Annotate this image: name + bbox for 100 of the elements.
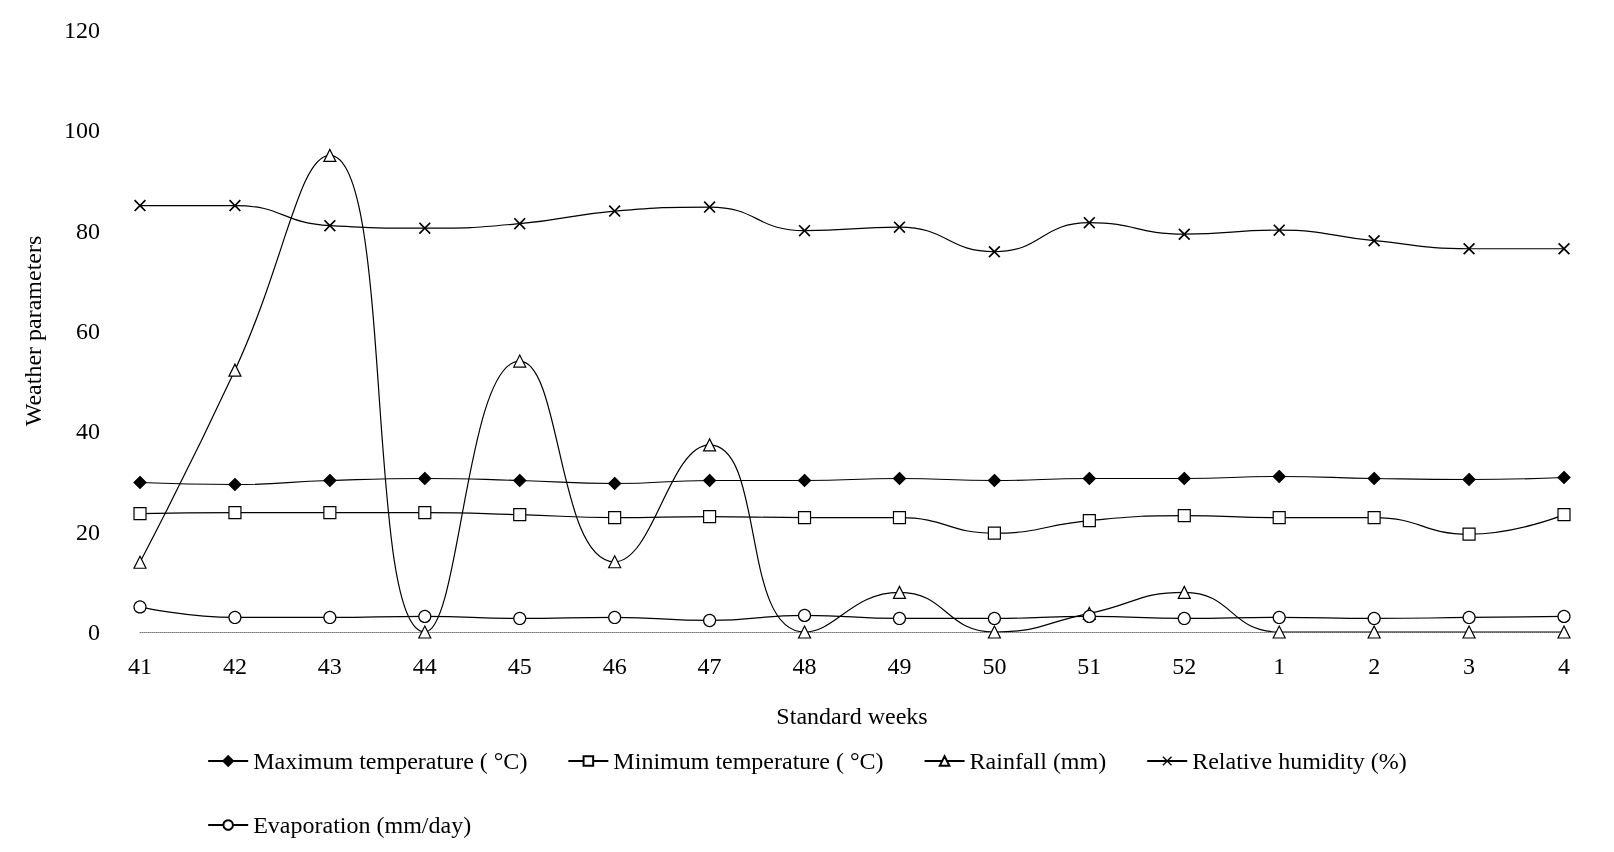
point [608,555,622,569]
point [1272,511,1286,525]
point [1557,508,1571,522]
x-tick-label: 52 [1172,653,1197,679]
point [798,224,811,237]
point [608,476,622,491]
point [1367,625,1381,639]
point [797,608,812,623]
point [133,507,147,521]
point [418,625,432,639]
point [1272,469,1286,484]
point [418,471,432,486]
x-tick-label: 4 [1558,653,1570,679]
x-axis-title: Standard weeks [776,703,928,729]
point [1272,610,1286,625]
x-tick-label: 2 [1368,653,1381,679]
point [1177,509,1191,523]
point [987,611,1001,626]
legend-label: Evaporation (mm/day) [253,812,472,838]
point [1178,228,1191,241]
point [1557,625,1571,639]
point [703,510,717,524]
point [323,148,337,163]
x-tick-label: 49 [887,653,912,679]
point [323,506,337,520]
point [1177,611,1191,626]
point [228,610,242,625]
legend-label: Relative humidity (%) [1192,748,1407,774]
point [1272,625,1286,639]
x-tick-label: 46 [602,653,627,679]
point [797,511,812,525]
x-tick-label: 45 [507,653,532,679]
point [513,354,527,368]
point [1177,585,1191,599]
legend-label: Minimum temperature ( °C) [613,748,884,774]
point [418,506,432,520]
point [1557,609,1571,624]
x-tick-label: 43 [317,653,342,679]
x-tick-label: 42 [222,653,247,679]
x-tick-label: 48 [792,653,817,679]
point [133,600,147,614]
point [1082,514,1096,528]
point [1462,472,1476,487]
point [608,511,622,525]
point [1462,527,1476,541]
point [228,477,242,492]
point [1177,471,1191,486]
point [323,473,337,488]
y-tick-label: 120 [64,17,100,43]
point [1462,625,1476,639]
point [987,473,1001,488]
point [1082,471,1096,486]
point [513,611,527,626]
point [418,222,431,235]
point [797,625,812,639]
point [513,217,526,230]
point [418,609,432,624]
point [987,625,1001,639]
point [513,473,527,488]
y-tick-label: 0 [88,619,100,645]
point [1462,610,1476,625]
point [133,475,147,490]
point [228,506,242,520]
y-axis-title: Weather parameters [20,235,46,427]
point [1083,216,1096,229]
point [608,610,622,625]
point [1367,511,1381,525]
y-tick-label: 100 [64,117,100,144]
point [1557,470,1571,485]
legend-label: Maximum temperature ( °C) [253,748,528,774]
x-tick-label: 50 [982,653,1007,679]
point [892,611,907,626]
x-tick-label: 47 [697,653,722,679]
point [513,508,527,522]
point [703,438,717,452]
x-tick-label: 41 [128,653,152,679]
point [228,363,242,377]
point [987,526,1001,540]
x-tick-label: 51 [1077,653,1102,679]
point [1367,611,1381,626]
x-tick-label: 44 [412,653,437,679]
point [892,585,907,599]
point [323,610,337,625]
legend-label: Rainfall (mm) [969,748,1107,774]
point [892,511,907,525]
point [892,471,907,486]
point [703,613,717,628]
point [133,555,147,569]
x-tick-label: 1 [1273,653,1286,679]
y-tick-label: 40 [76,418,100,445]
x-tick-label: 3 [1463,653,1476,679]
point [703,473,717,488]
point [1273,224,1286,237]
point [1367,471,1381,486]
y-tick-label: 20 [76,518,100,545]
y-tick-label: 80 [76,217,100,244]
y-tick-label: 60 [76,318,100,344]
point [797,473,812,488]
point [1368,234,1381,247]
point [988,245,1001,258]
